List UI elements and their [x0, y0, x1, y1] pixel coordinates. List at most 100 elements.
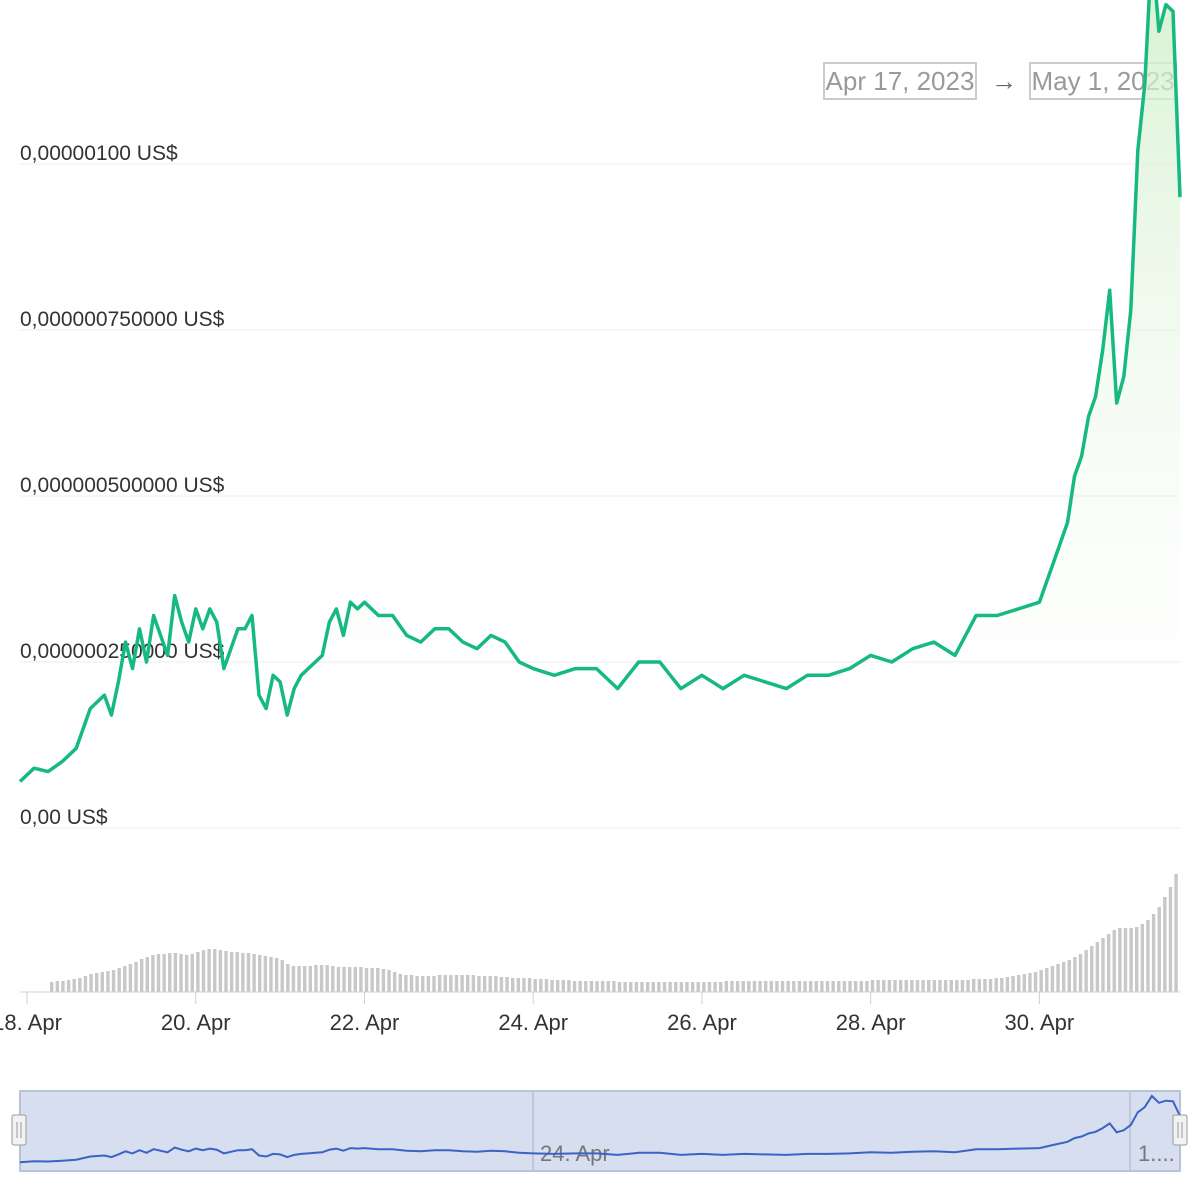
volume-bar [128, 964, 133, 992]
volume-bar [955, 980, 959, 992]
volume-bar [612, 981, 616, 992]
volume-bar [825, 981, 830, 992]
volume-bar [842, 981, 847, 992]
volume-bar [1168, 887, 1173, 992]
volume-bar [1039, 970, 1043, 992]
volume-bar [747, 981, 751, 992]
volume-bar [72, 979, 76, 992]
volume-bar [786, 981, 790, 992]
volume-bar [527, 978, 532, 992]
volume-bar [66, 980, 71, 992]
volume-bar [280, 960, 284, 992]
volume-bar [1061, 962, 1066, 992]
volume-bar [696, 982, 700, 992]
volume-bar [297, 966, 301, 992]
price-line[interactable] [18, 0, 1182, 783]
volume-bar [381, 969, 386, 992]
volume-bar [837, 981, 841, 992]
volume-bar [398, 974, 402, 992]
volume-bar [719, 982, 723, 992]
volume-bar [674, 982, 678, 992]
volume-bar [702, 982, 706, 992]
volume-bar [511, 978, 515, 992]
volume-bar [1157, 907, 1161, 992]
volume-bar [235, 952, 239, 992]
volume-bar [1005, 977, 1010, 992]
volume-bar [882, 980, 886, 992]
volume-bar [600, 981, 605, 992]
volume-bar [1016, 975, 1021, 992]
volume-bar [1174, 874, 1178, 992]
volume-bar [466, 975, 470, 992]
volume-bar [752, 981, 757, 992]
volume-bar [555, 980, 560, 992]
volume-bar [831, 981, 835, 992]
volume-bar [820, 981, 824, 992]
navigator[interactable]: 24. Apr 1.... [11, 1090, 1188, 1172]
volume-bar [775, 981, 779, 992]
volume-bar [617, 982, 622, 992]
volume-bar [50, 982, 54, 992]
volume-bar [921, 980, 925, 992]
volume-bar [853, 981, 858, 992]
volume-bar [623, 982, 627, 992]
volume-bar [168, 953, 172, 992]
volume-bar [184, 955, 189, 992]
volume-bar [887, 980, 892, 992]
volume-bar [539, 979, 543, 992]
volume-bar [898, 980, 903, 992]
date-range-start[interactable]: Apr 17, 2023 [823, 62, 977, 100]
y-tick-label: 0,00000100 US$ [20, 142, 178, 165]
volume-bar [707, 982, 712, 992]
volume-bar [370, 968, 374, 992]
volume-bar [106, 971, 110, 992]
volume-bar [561, 980, 566, 992]
volume-bar [910, 980, 914, 992]
volume-bar [994, 978, 998, 992]
y-tick-label: 0,00 US$ [20, 806, 108, 829]
price-area [20, 0, 1180, 828]
volume-bar [1084, 950, 1088, 992]
volume-bar [735, 981, 740, 992]
volume-bar [730, 981, 734, 992]
volume-bar [1056, 964, 1060, 992]
volume-bar [432, 976, 436, 992]
navigator-right-handle[interactable] [1172, 1114, 1188, 1146]
volume-bar [1106, 934, 1111, 992]
volume-bar [741, 981, 745, 992]
x-tick-label: 28. Apr [836, 1010, 906, 1035]
volume-bar [123, 966, 127, 992]
volume-bar [94, 973, 99, 992]
volume-bar [808, 981, 813, 992]
volume-bar [246, 953, 251, 992]
volume-bar [426, 976, 431, 992]
volume-bar [1095, 942, 1100, 992]
volume-bar [865, 981, 869, 992]
volume-bar [679, 982, 684, 992]
volume-bar [927, 980, 931, 992]
volume-bar [724, 981, 729, 992]
volume-bar [482, 976, 487, 992]
volume-bar [269, 957, 273, 992]
volume-bar [516, 978, 521, 992]
x-tick-label: 30. Apr [1005, 1010, 1075, 1035]
volume-bar [336, 967, 341, 992]
volume-bar [769, 981, 774, 992]
volume-bar [263, 956, 268, 992]
volume-bar [904, 980, 908, 992]
volume-bar [971, 979, 976, 992]
volume-bar [460, 975, 464, 992]
x-tick-label: 22. Apr [330, 1010, 400, 1035]
volume-bar [763, 981, 768, 992]
navigator-end-label: 1.... [1138, 1141, 1175, 1166]
volume-bar [134, 962, 138, 992]
volume-bars [50, 874, 1178, 992]
volume-bar [1022, 974, 1027, 992]
navigator-selected-range[interactable] [19, 1090, 1181, 1172]
volume-bar [196, 952, 200, 992]
navigator-left-handle[interactable] [11, 1114, 27, 1146]
volume-bar [274, 958, 279, 992]
volume-bar [449, 975, 453, 992]
volume-bar [347, 967, 352, 992]
volume-bar [848, 981, 852, 992]
